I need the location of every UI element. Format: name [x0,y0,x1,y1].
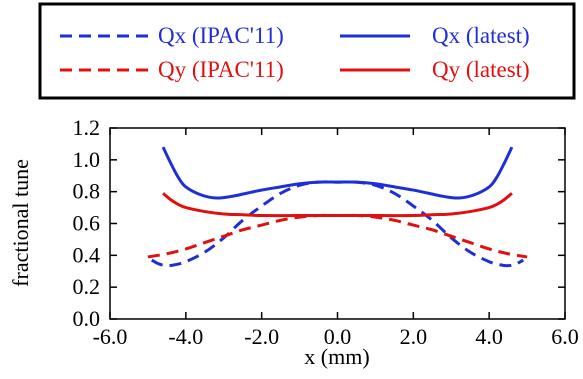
y-tick-label: 1.0 [73,147,101,172]
series-line-qx-ipac11 [150,180,525,268]
x-tick-label: 0.0 [324,324,352,349]
y-tick-label: 0.8 [73,179,101,204]
series-line-qy-latest [162,192,513,218]
series-lines [147,146,528,268]
series-line-qx-latest [161,146,514,200]
y-tick-label: 1.2 [73,115,101,140]
x-tick-label: -2.0 [244,324,279,349]
legend-label-qx-ipac11: Qx (IPAC'11) [158,23,284,48]
x-tick-label: 4.0 [475,324,503,349]
plot-frame [109,127,566,320]
y-tick-label: 0.2 [73,274,101,299]
y-axis-label: fractional tune [8,159,33,287]
legend-label-qx-latest: Qx (latest) [432,23,530,48]
y-tick-label: 0.6 [73,211,101,236]
legend: Qx (IPAC'11) Qx (latest) Qy (IPAC'11) Qy (l… [38,2,576,100]
legend-label-qy-ipac11: Qy (IPAC'11) [158,57,284,82]
x-tick-label: -6.0 [93,324,128,349]
axes: -6.0 -4.0 -2.0 0.0 2.0 4.0 6.0 0.0 0.2 0.4 0.6 0.8 1… [73,115,579,349]
x-axis-label: x (mm) [304,344,369,369]
x-tick-label: 2.0 [400,324,428,349]
x-tick-label: 6.0 [551,324,579,349]
y-tick-label: 0.0 [73,306,101,331]
legend-label-qy-latest: Qy (latest) [432,57,530,82]
y-tick-label: 0.4 [73,242,101,267]
x-tick-label: -4.0 [168,324,203,349]
legend-box [38,2,576,100]
